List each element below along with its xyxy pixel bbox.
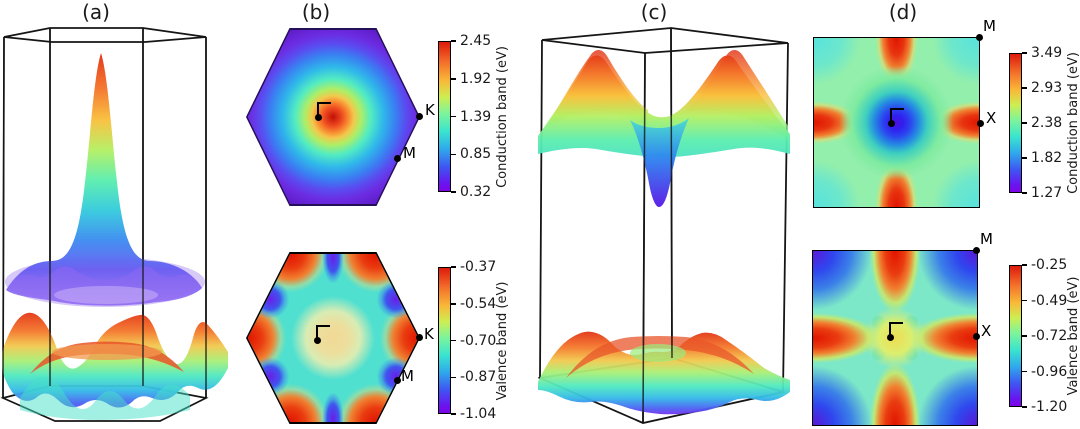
x-point-label: X xyxy=(981,322,992,340)
heatmap-hexagon-valence xyxy=(246,252,420,424)
m-point-label: M xyxy=(401,367,414,385)
colorbar-gradient xyxy=(438,267,451,414)
panel-c-3d-plot xyxy=(538,27,790,424)
panel-label-d: (d) xyxy=(888,0,918,24)
heatmap-square-valence xyxy=(812,250,978,426)
colorbar-tick-label: 1.27 xyxy=(1031,185,1063,201)
colorbar-tick-label: 2.38 xyxy=(1031,115,1063,131)
gamma-point-glyph xyxy=(890,108,904,125)
m-point-dot xyxy=(394,377,401,384)
k-point-label: K xyxy=(424,325,434,343)
colorbar-gradient xyxy=(438,41,451,192)
colorbar-valence-b: -0.37 -0.54 -0.70 -0.87 -1.04 Valence ba… xyxy=(438,260,510,421)
colorbar-conduction-b: 2.45 1.92 1.39 0.85 0.32 Conduction band… xyxy=(438,34,510,199)
valence-band-surface-c xyxy=(538,331,790,415)
colorbar-tick-label: 0.85 xyxy=(460,146,492,163)
heatmap-square-conduction xyxy=(813,37,980,208)
colorbar-title: Conduction band (eV) xyxy=(495,45,510,188)
colorbar-title: Conduction band (eV) xyxy=(1066,52,1080,194)
m-point-dot xyxy=(976,34,983,41)
colorbar-title: Valence band (eV) xyxy=(1066,276,1080,396)
colorbar-tick-label: -0.96 xyxy=(1031,363,1068,380)
k-point-label: K xyxy=(425,101,435,119)
colorbar-tick-label: -0.49 xyxy=(1031,292,1068,309)
colorbar-tick-label: 1.82 xyxy=(1031,150,1063,166)
m-point-dot xyxy=(394,155,401,162)
valence-band-surface-a xyxy=(2,312,228,420)
colorbar-tick-label: -0.54 xyxy=(460,295,497,312)
colorbar-tick-label: -0.87 xyxy=(460,369,497,386)
panel-label-a: (a) xyxy=(82,0,110,24)
panel-label-c: (c) xyxy=(640,0,668,24)
conduction-band-surface-c xyxy=(538,50,790,207)
gamma-point-glyph xyxy=(889,322,903,339)
colorbar-tick-label: 3.49 xyxy=(1031,45,1063,61)
conduction-band-surface-a xyxy=(5,53,205,307)
colorbar-gradient xyxy=(1009,53,1022,193)
heatmap-hexagon-valence-fill xyxy=(247,253,419,423)
gamma-point-dot xyxy=(314,337,321,344)
heatmap-hexagon-conduction xyxy=(246,28,420,206)
colorbar-tick-label: 0.32 xyxy=(460,184,492,200)
colorbar-tick-label: 2.45 xyxy=(460,33,492,49)
panel-label-b: (b) xyxy=(301,0,331,24)
m-point-label: M xyxy=(403,144,416,162)
heatmap-hexagon-conduction-fill xyxy=(247,29,419,205)
colorbar-tick-label: 2.93 xyxy=(1031,80,1063,96)
colorbar-tick-label: 1.39 xyxy=(460,108,492,125)
gamma-point-dot xyxy=(888,120,895,127)
gamma-point-glyph xyxy=(317,102,331,119)
colorbar-tick-label: -0.70 xyxy=(460,332,497,349)
x-point-dot xyxy=(973,333,980,340)
colorbar-title: Valence band (eV) xyxy=(495,281,510,400)
x-point-label: X xyxy=(986,109,997,127)
box-front-edges-c xyxy=(642,27,673,424)
colorbar-gradient xyxy=(1009,265,1022,407)
m-point-label: M xyxy=(983,17,996,35)
box-front-edges-a xyxy=(2,28,207,399)
k-point-dot xyxy=(416,113,423,120)
colorbar-tick-label: 1.92 xyxy=(460,70,492,87)
colorbar-tick-label: -0.72 xyxy=(1031,328,1068,344)
colorbar-conduction-d: 3.49 2.93 2.38 1.82 1.27 Conduction band… xyxy=(1009,46,1080,200)
gamma-point-glyph xyxy=(316,325,330,342)
colorbar-tick-label: -0.25 xyxy=(1031,257,1068,273)
x-point-dot xyxy=(977,120,984,127)
colorbar-valence-d: -0.25 -0.49 -0.72 -0.96 -1.20 Valence ba… xyxy=(1009,258,1080,414)
k-point-dot xyxy=(416,334,423,341)
colorbar-tick-label: -1.20 xyxy=(1031,399,1068,415)
colorbar-tick-label: -0.37 xyxy=(460,259,497,275)
m-point-dot xyxy=(973,247,980,254)
gamma-point-dot xyxy=(315,114,322,121)
gamma-point-dot xyxy=(887,334,894,341)
m-point-label: M xyxy=(980,230,993,248)
colorbar-tick-label: -1.04 xyxy=(460,406,497,422)
panel-a-3d-plot xyxy=(0,27,228,422)
